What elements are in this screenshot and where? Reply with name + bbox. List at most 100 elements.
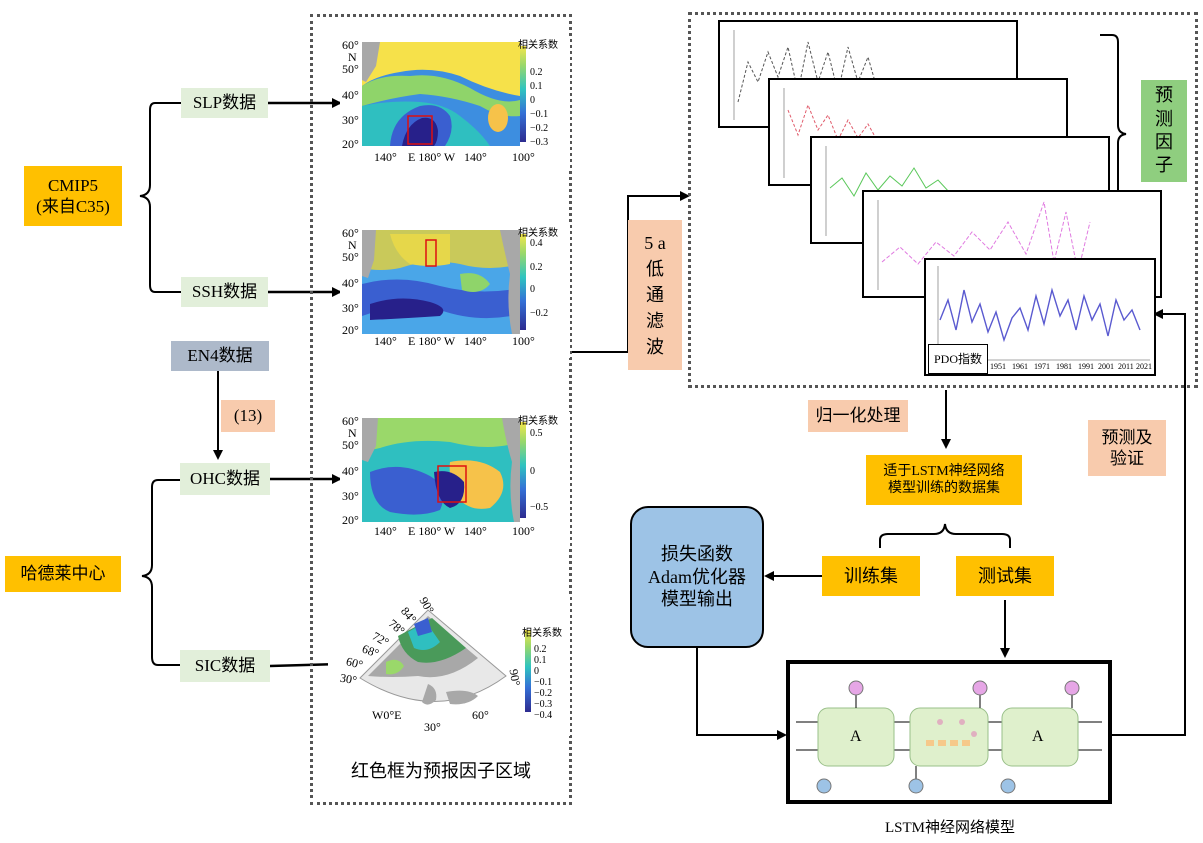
ssh-cb-tick: 0 — [530, 284, 535, 295]
lat-label: 60° — [342, 226, 359, 240]
loss-optimizer-box: 损失函数 Adam优化器 模型输出 — [630, 506, 764, 648]
predict-verify-box: 预测及 验证 — [1088, 420, 1166, 476]
ssh-cb-tick: −0.2 — [530, 308, 549, 319]
lon-label: 140° — [374, 150, 397, 164]
hadley-brace — [141, 479, 182, 666]
lat-label: 60° — [342, 414, 359, 428]
pdo-year: 1951 — [990, 362, 1006, 371]
lon-label: E 180° W — [408, 150, 456, 164]
slp-correlation-map: 相关系数 0.2 0.1 0 −0.1 −0.2 −0.3 60° N 50° … — [340, 36, 570, 170]
sic-cb-tick: −0.1 — [534, 677, 553, 688]
predictors-panel — [688, 12, 1198, 388]
lat-label: 30° — [342, 113, 359, 127]
ohc-map-graphic — [362, 418, 526, 522]
lat-label: 40° — [342, 464, 359, 478]
cmip5-brace — [139, 102, 182, 293]
polar-label: 30° — [424, 720, 441, 734]
pdo-year: 2001 — [1098, 362, 1114, 371]
polar-label: 30° — [338, 670, 358, 688]
polar-label: 60° — [472, 708, 489, 722]
lon-label: 100° — [512, 334, 535, 348]
en4-reference: (13) — [221, 400, 275, 432]
test-set-box: 测试集 — [956, 556, 1054, 596]
cmip5-source: CMIP5 (来自C35) — [24, 166, 122, 226]
lat-label: N — [348, 238, 357, 252]
slp-map-graphic — [362, 42, 526, 146]
maps-panel — [310, 14, 572, 805]
lstm-model: A A — [786, 660, 1112, 804]
polar-label: 90° — [506, 667, 524, 687]
ohc-cb-tick: −0.5 — [530, 502, 549, 513]
pdo-year: 2011 — [1118, 362, 1134, 371]
sic-cb-tick: 0.2 — [534, 644, 547, 655]
lon-label: E 180° W — [408, 524, 456, 538]
hadley-source: 哈德莱中心 — [5, 556, 121, 592]
sic-data-box: SIC数据 — [180, 650, 270, 682]
lstm-diagram — [796, 680, 1102, 794]
lstm-caption: LSTM神经网络模型 — [884, 819, 1015, 836]
slp-cb-tick: −0.1 — [530, 109, 549, 120]
lon-label: 140° — [464, 150, 487, 164]
sic-cb-tick: −0.2 — [534, 688, 553, 699]
normalize-step: 归一化处理 — [808, 400, 908, 432]
maps-caption: 红色框为预报因子区域 — [351, 760, 531, 781]
lat-label: N — [348, 50, 357, 64]
sic-polar-map: 相关系数 0.2 0.1 0 −0.1 −0.2 −0.3 −0.4 90° 8… — [328, 594, 570, 736]
ohc-correlation-map: 相关系数 0.5 0 −0.5 60° N 50° 40° 30° 20° 14… — [340, 412, 570, 546]
ssh-map-graphic — [362, 230, 526, 334]
lat-label: 40° — [342, 88, 359, 102]
ohc-cb-tick: 0.5 — [530, 428, 543, 439]
dataset-box: 适于LSTM神经网络 模型训练的数据集 — [866, 455, 1022, 505]
plot-4-series — [877, 200, 1091, 290]
lat-label: 30° — [342, 301, 359, 315]
lat-label: 50° — [342, 62, 359, 76]
slp-cb-tick: 0.2 — [530, 67, 543, 78]
slp-data-box: SLP数据 — [181, 88, 268, 118]
training-set-box: 训练集 — [822, 556, 920, 596]
lon-label: 140° — [464, 334, 487, 348]
pdo-year: 1981 — [1056, 362, 1072, 371]
lon-label: 100° — [512, 150, 535, 164]
plot-2-series — [783, 88, 879, 178]
sic-cb-tick: 0 — [534, 666, 539, 677]
pdo-year: 1991 — [1078, 362, 1094, 371]
lat-label: 50° — [342, 250, 359, 264]
slp-colorbar-title: 相关系数 — [518, 40, 558, 51]
ohc-cb-tick: 0 — [530, 466, 535, 477]
sic-map-graphic — [359, 609, 531, 712]
lat-label: N — [348, 426, 357, 440]
slp-cb-tick: −0.2 — [530, 123, 549, 134]
ssh-cb-tick: 0.2 — [530, 262, 543, 273]
ssh-cb-tick: 0.4 — [530, 238, 543, 249]
dataset-brace — [879, 523, 1011, 548]
ssh-correlation-map: 相关系数 0.4 0.2 0 −0.2 60° N 50° 40° 30° 20… — [340, 224, 570, 358]
lat-label: 20° — [342, 137, 359, 151]
lat-label: 60° — [342, 38, 359, 52]
lat-label: 30° — [342, 489, 359, 503]
lat-label: 40° — [342, 276, 359, 290]
ssh-data-box: SSH数据 — [181, 277, 268, 307]
pdo-year: 2021 — [1136, 362, 1152, 371]
pdo-year: 1961 — [1012, 362, 1028, 371]
sic-cb-tick: −0.4 — [534, 710, 553, 721]
lat-label: 50° — [342, 438, 359, 452]
lstm-cell-a1: A — [850, 728, 862, 745]
pdo-year: 1971 — [1034, 362, 1050, 371]
pdo-label: PDO指数 — [928, 344, 988, 374]
slp-cb-tick: 0 — [530, 95, 535, 106]
sic-cb-tick: 0.1 — [534, 655, 547, 666]
sic-cb-tick: −0.3 — [534, 699, 553, 710]
lon-label: 140° — [374, 334, 397, 348]
slp-cb-tick: 0.1 — [530, 81, 543, 92]
lat-label: 20° — [342, 513, 359, 527]
lat-label: 20° — [342, 323, 359, 337]
ohc-data-box: OHC数据 — [180, 463, 270, 495]
plot-1-series — [733, 30, 879, 120]
ohc-colorbar-title: 相关系数 — [518, 416, 558, 427]
sic-colorbar-title: 相关系数 — [522, 628, 562, 639]
low-pass-filter-box: 5 a 低 通 滤 波 — [628, 220, 682, 370]
lon-label: 140° — [464, 524, 487, 538]
ssh-colorbar-title: 相关系数 — [518, 228, 558, 239]
predictors-label: 预 测 因 子 — [1141, 80, 1187, 182]
